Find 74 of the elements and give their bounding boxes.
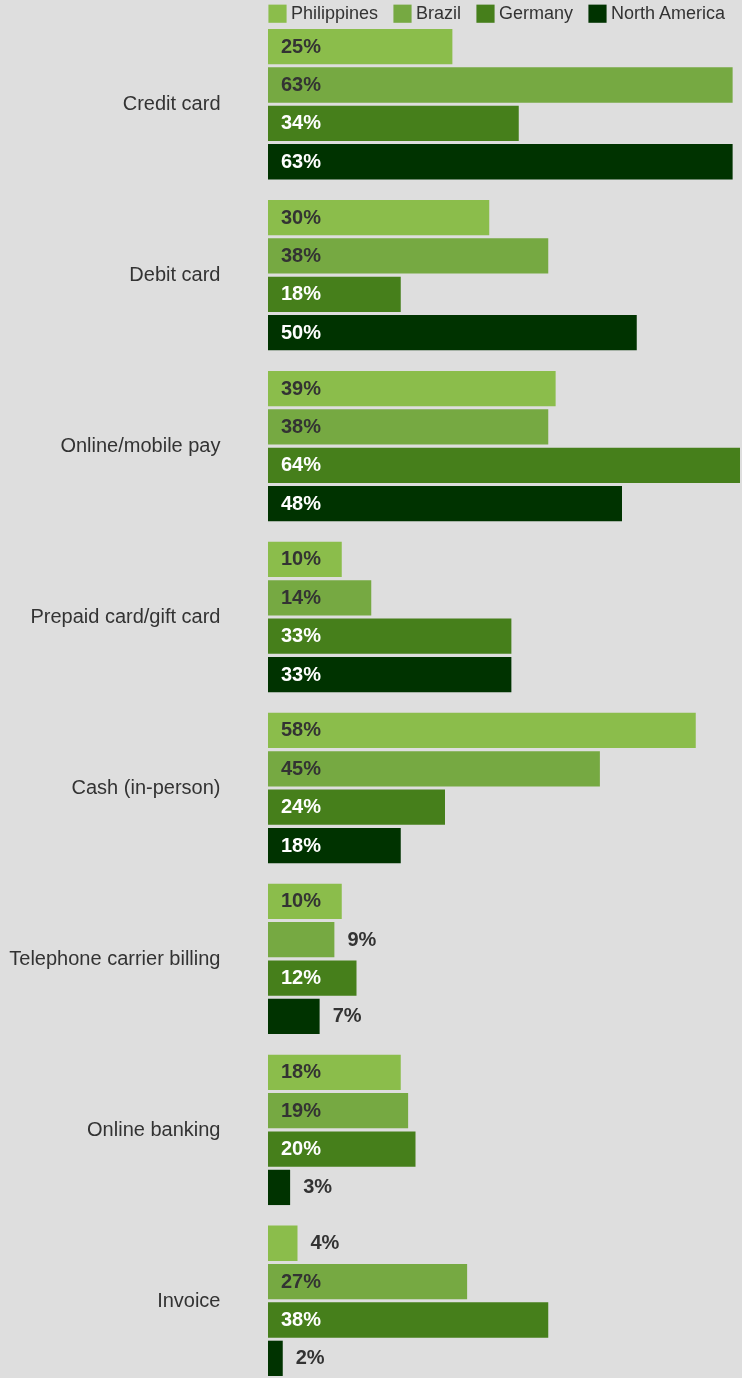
data-label: 63% <box>281 149 322 172</box>
bar <box>268 315 637 351</box>
y-tick-label: Online banking <box>87 1117 221 1140</box>
bar <box>268 712 696 749</box>
data-label: 12% <box>281 966 322 989</box>
data-label: 20% <box>281 1137 322 1160</box>
y-tick-label: Telephone carrier billing <box>9 946 221 969</box>
data-label: 10% <box>281 889 322 912</box>
data-label: 48% <box>281 491 322 514</box>
legend-label: Germany <box>499 2 574 23</box>
data-label: 45% <box>281 756 322 779</box>
data-label: 30% <box>281 205 322 228</box>
bar <box>268 960 357 996</box>
data-label: 2% <box>295 1346 325 1369</box>
bar <box>268 144 733 180</box>
bar <box>268 1054 401 1090</box>
bar <box>268 276 401 312</box>
bar <box>268 1263 468 1300</box>
bar <box>268 105 519 142</box>
bar <box>268 998 320 1035</box>
data-label: 19% <box>281 1098 322 1121</box>
data-label: 7% <box>332 1004 362 1027</box>
legend-label: Philippines <box>291 2 379 23</box>
data-label: 38% <box>281 414 322 437</box>
bar <box>268 238 549 274</box>
bar <box>268 1169 291 1206</box>
data-label: 33% <box>281 624 322 647</box>
data-label: 14% <box>281 585 322 608</box>
bar <box>268 29 453 65</box>
data-label: 3% <box>303 1175 333 1198</box>
data-label: 38% <box>281 1307 322 1330</box>
bar <box>268 1225 298 1261</box>
data-label: 24% <box>281 795 322 818</box>
data-label: 33% <box>281 662 322 685</box>
y-tick-label: Cash (in-person) <box>71 775 221 798</box>
bar <box>268 751 600 787</box>
data-label: 18% <box>281 282 322 305</box>
data-label: 34% <box>281 111 322 134</box>
data-label: 4% <box>310 1231 340 1254</box>
data-label: 18% <box>281 833 322 856</box>
data-label: 63% <box>281 73 322 96</box>
bar <box>268 656 512 693</box>
data-label: 27% <box>281 1269 322 1292</box>
data-label: 9% <box>347 927 377 950</box>
legend-label: North America <box>611 2 727 23</box>
data-label: 18% <box>281 1060 322 1083</box>
bar <box>268 922 335 958</box>
y-tick-label: Debit card <box>129 263 221 286</box>
bar <box>268 1302 549 1338</box>
bar <box>268 789 445 825</box>
bar <box>268 580 372 616</box>
y-tick-label: Prepaid card/gift card <box>30 605 221 628</box>
y-tick-label: Online/mobile pay <box>60 434 221 457</box>
data-label: 58% <box>281 718 322 741</box>
bar <box>268 618 512 654</box>
bar <box>268 370 556 407</box>
data-label: 39% <box>281 376 322 399</box>
y-tick-label: Credit card <box>122 92 221 115</box>
bar <box>268 827 401 864</box>
data-label: 50% <box>281 320 322 343</box>
data-label: 38% <box>281 243 322 266</box>
bar <box>268 1093 409 1129</box>
bar <box>268 1340 283 1376</box>
bar <box>268 1131 416 1167</box>
y-tick-label: Invoice <box>157 1288 221 1311</box>
bar <box>268 447 740 483</box>
bar <box>268 199 490 236</box>
data-label: 25% <box>281 34 322 57</box>
bar <box>268 486 622 522</box>
legend-label: Brazil <box>416 2 462 23</box>
bar <box>268 409 549 445</box>
data-label: 10% <box>281 547 322 570</box>
data-label: 64% <box>281 453 322 476</box>
bar <box>268 67 733 103</box>
